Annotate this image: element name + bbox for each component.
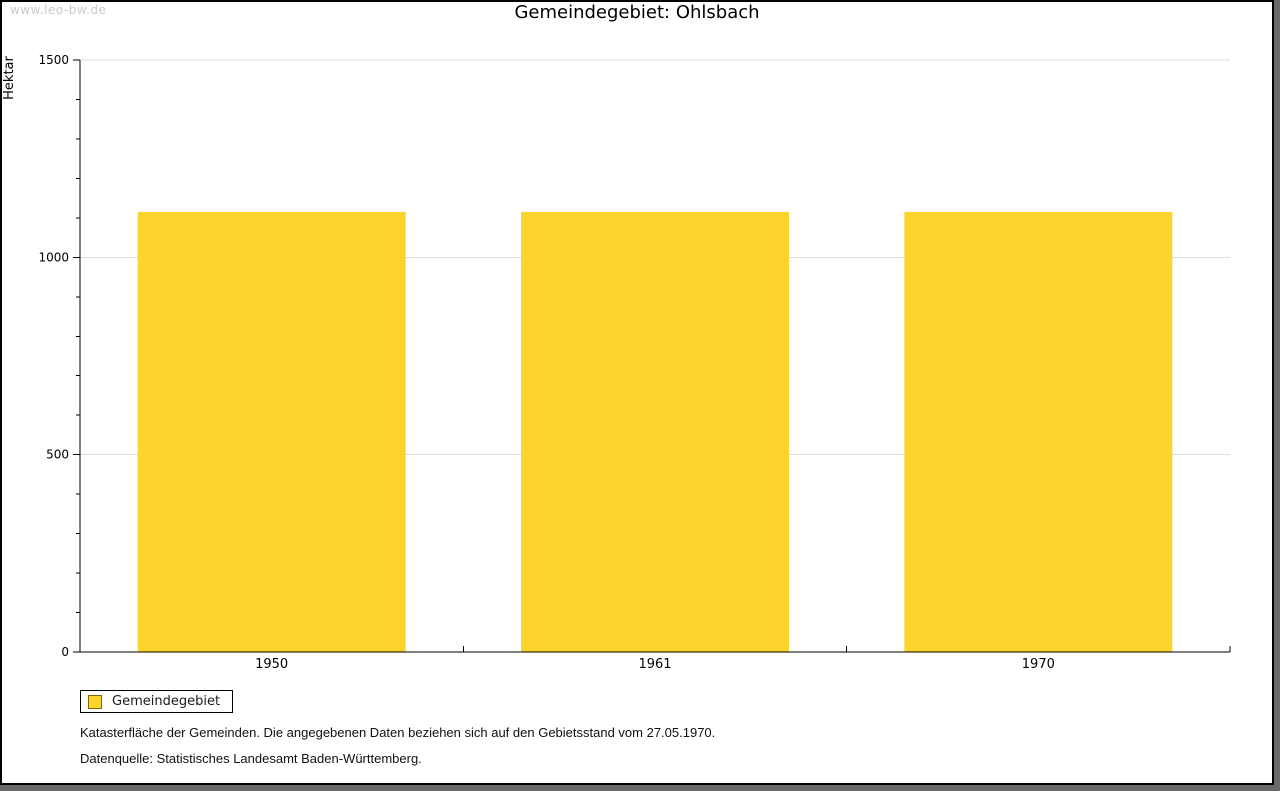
category-label: 1950: [255, 657, 288, 672]
footnote-source: Datenquelle: Statistisches Landesamt Bad…: [80, 751, 422, 766]
y-axis-title: Hektar: [2, 55, 17, 99]
y-tick-label: 1000: [38, 250, 69, 264]
footnote-description: Katasterfläche der Gemeinden. Die angege…: [80, 725, 716, 740]
y-tick-label: 1500: [38, 53, 69, 67]
watermark: www.leo-bw.de: [10, 3, 107, 17]
bar: [137, 211, 406, 653]
bar-chart: 0 500 1000 1500 1950 1961 1970 Hektar: [2, 53, 1231, 672]
legend-swatch-icon: [88, 694, 102, 709]
page-title: Gemeindegebiet: Ohlsbach: [514, 2, 760, 23]
legend-label: Gemeindegebiet: [112, 694, 221, 709]
y-tick-label: 0: [61, 645, 69, 659]
bar: [521, 211, 789, 653]
category-label: 1961: [638, 657, 671, 672]
category-label: 1970: [1022, 657, 1055, 672]
legend: Gemeindegebiet: [80, 690, 233, 713]
y-tick-label: 500: [46, 448, 69, 462]
bar: [904, 211, 1173, 653]
